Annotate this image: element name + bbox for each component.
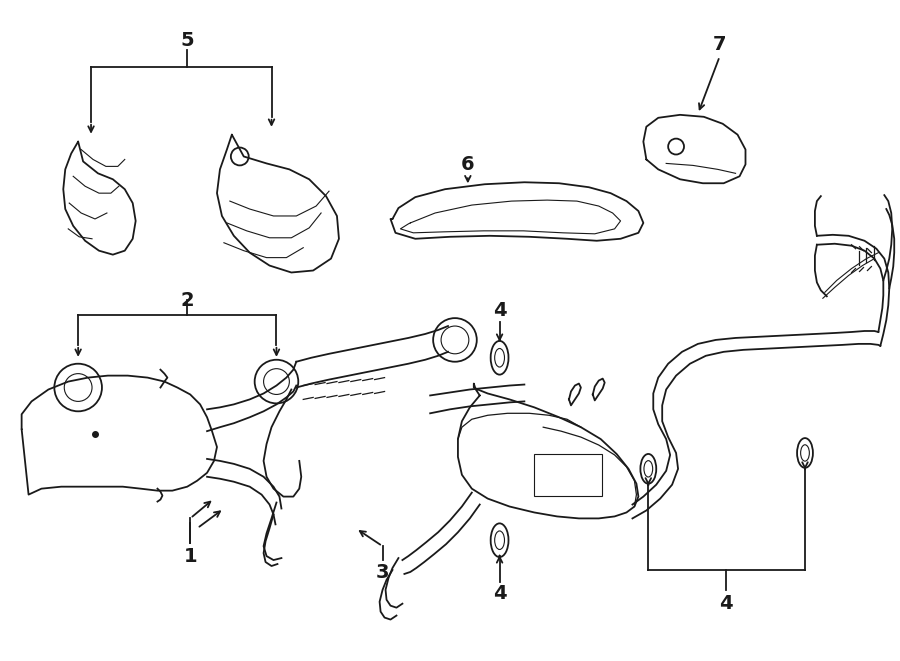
Ellipse shape [801,445,809,461]
Text: 5: 5 [180,31,194,50]
Bar [535,454,602,496]
Text: 3: 3 [376,563,390,582]
Ellipse shape [644,461,652,477]
Ellipse shape [797,438,813,468]
Ellipse shape [491,341,508,375]
Ellipse shape [495,531,505,549]
Ellipse shape [495,348,505,367]
Text: 7: 7 [713,35,726,54]
Text: 4: 4 [719,594,733,613]
Text: 2: 2 [180,291,194,310]
Text: 4: 4 [493,301,507,320]
Ellipse shape [641,454,656,484]
Text: 6: 6 [461,155,474,174]
Text: 4: 4 [493,584,507,603]
Text: 1: 1 [184,547,197,566]
Ellipse shape [491,524,508,557]
